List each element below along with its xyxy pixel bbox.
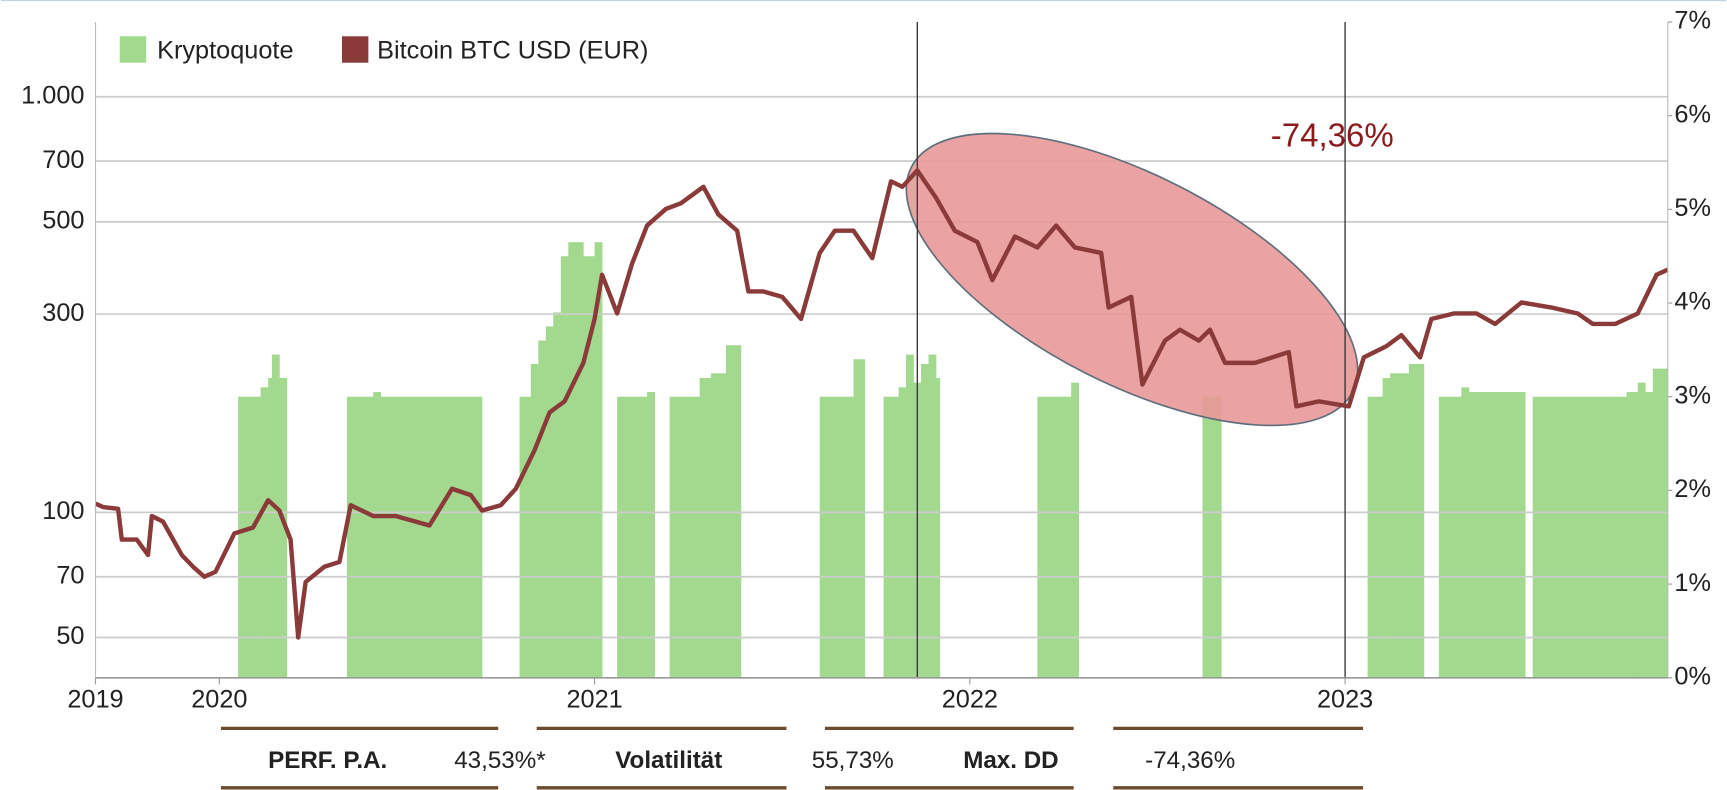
bar [1037, 396, 1072, 678]
stat-label: Max. DD [963, 747, 1058, 774]
bar [898, 387, 907, 678]
bar [1202, 396, 1222, 678]
bar [1532, 396, 1627, 678]
stat-value: -74,36% [1145, 747, 1235, 774]
bar [883, 396, 899, 678]
bar [1382, 377, 1391, 678]
bar [1461, 387, 1470, 678]
bar [1652, 368, 1669, 678]
x-tick-label: 2019 [67, 686, 123, 714]
y-tick-label: 500 [42, 207, 84, 235]
y-tick-label: 100 [42, 497, 84, 525]
bar [560, 256, 569, 678]
x-tick-label: 2020 [191, 686, 247, 714]
bar [725, 345, 742, 678]
bar [647, 392, 655, 678]
legend-swatch [119, 36, 147, 63]
y2-tick-label: 0% [1674, 662, 1711, 690]
bar [1408, 363, 1425, 678]
bar [819, 396, 854, 678]
bar [594, 242, 603, 678]
bar [271, 354, 280, 678]
y2-tick-label: 4% [1674, 288, 1711, 316]
legend-label: Kryptoquote [157, 36, 293, 64]
bar [617, 396, 648, 678]
stats-table: PERF. P.A. 43,53%* Volatilität 55,73% Ma… [220, 726, 1364, 790]
bar [853, 359, 866, 678]
bar [260, 387, 269, 678]
x-tick-label: 2022 [942, 686, 998, 714]
bar [928, 354, 937, 678]
stat-value: 55,73% [812, 747, 894, 774]
y2-tick-label: 7% [1674, 7, 1711, 35]
bar [1637, 382, 1646, 678]
stat-label: PERF. P.A. [268, 747, 387, 774]
bar [669, 396, 700, 678]
bar [380, 396, 483, 678]
bar [373, 392, 382, 678]
bar [921, 363, 929, 678]
bar [538, 340, 547, 678]
bar [346, 396, 374, 678]
bar [1468, 392, 1526, 678]
bar [906, 354, 914, 678]
bar [583, 256, 595, 678]
bar-layer [238, 242, 1669, 678]
stat-value: 43,53%* [454, 747, 546, 774]
y-tick-label: 70 [56, 561, 84, 589]
bar [530, 363, 539, 678]
bar [279, 377, 288, 678]
bar [1626, 392, 1639, 678]
bar [519, 396, 532, 678]
bar [1645, 392, 1654, 678]
y-tick-label: 50 [56, 622, 84, 650]
bar [268, 377, 273, 678]
bar [699, 377, 712, 678]
bar [545, 326, 554, 678]
y-tick-label: 700 [42, 146, 84, 174]
bar [238, 396, 261, 678]
y2-tick-label: 6% [1674, 100, 1711, 128]
y2-tick-label: 5% [1674, 194, 1711, 222]
stat-label: Volatilität [615, 747, 722, 774]
bar [1071, 382, 1079, 678]
bar [710, 373, 727, 678]
legend-label: Bitcoin BTC USD (EUR) [377, 36, 648, 64]
y2-tick-label: 1% [1674, 569, 1711, 597]
bar [936, 377, 941, 678]
bar [553, 312, 562, 678]
bar [1438, 396, 1462, 678]
y-tick-label: 300 [42, 299, 84, 327]
x-tick-label: 2021 [566, 686, 622, 714]
bar [568, 242, 584, 678]
y2-tick-label: 3% [1674, 381, 1711, 409]
annotation: -74,36% [1271, 116, 1394, 153]
grid-layer [95, 95, 1668, 639]
bar [1390, 373, 1410, 678]
y2-tick-label: 2% [1674, 475, 1711, 503]
y-tick-label: 1.000 [21, 81, 84, 109]
table-rules [220, 726, 1364, 790]
bar [1367, 396, 1383, 678]
x-tick-label: 2023 [1317, 686, 1373, 714]
line-layer [94, 22, 1669, 678]
line [94, 168, 1669, 640]
legend-swatch [341, 36, 369, 63]
